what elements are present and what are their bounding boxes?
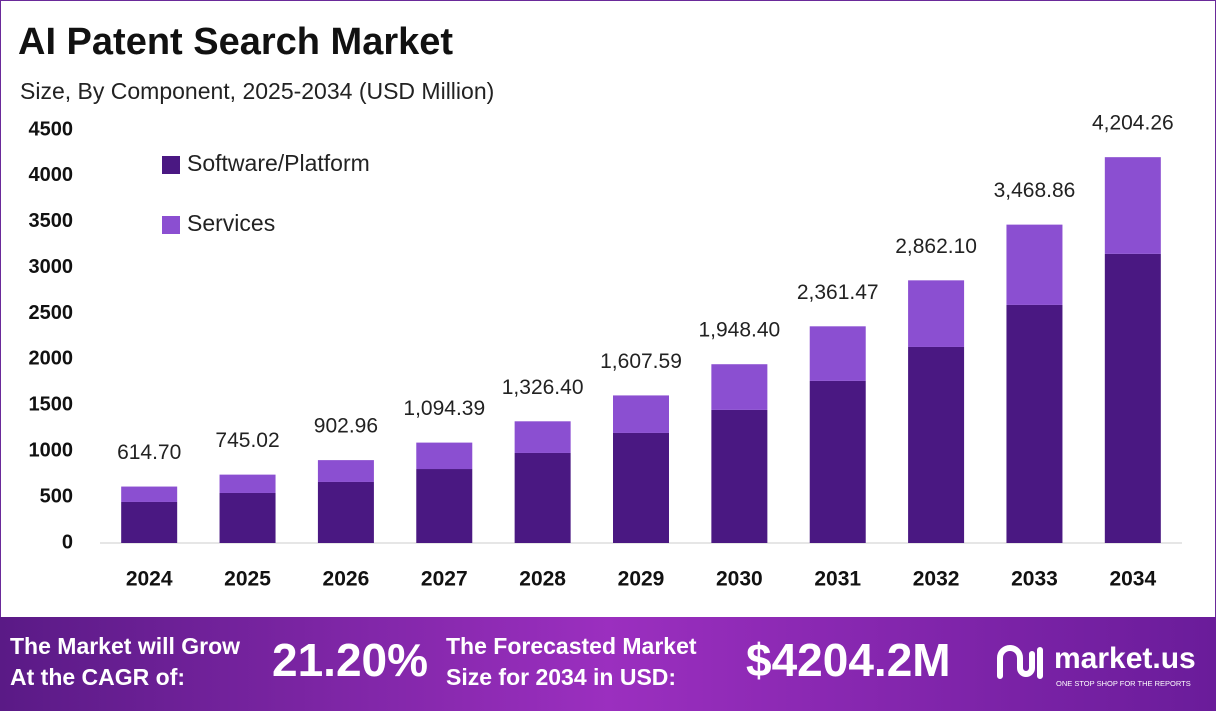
y-tick-label: 1000: [29, 440, 74, 462]
total-label: 1,094.39: [403, 397, 485, 420]
x-tick-label: 2029: [618, 568, 665, 591]
total-label: 1,326.40: [502, 376, 584, 399]
bar-segment: [908, 280, 964, 347]
bar-segment: [810, 381, 866, 543]
x-tick-label: 2031: [814, 568, 861, 591]
y-tick-label: 2000: [29, 348, 74, 370]
bar-segment: [810, 326, 866, 381]
y-tick-label: 3500: [29, 210, 74, 232]
total-label: 4,204.26: [1092, 112, 1174, 135]
x-tick-label: 2028: [519, 568, 566, 591]
bar-segment: [121, 487, 177, 502]
bar-segment: [613, 395, 669, 433]
total-label: 745.02: [215, 429, 279, 452]
total-label: 2,862.10: [895, 235, 977, 258]
bar-segment: [220, 475, 276, 493]
chart-title: AI Patent Search Market: [18, 21, 453, 63]
chart-subtitle: Size, By Component, 2025-2034 (USD Milli…: [20, 78, 494, 104]
y-tick-label: 0: [62, 531, 73, 553]
bar-segment: [416, 469, 472, 543]
total-label: 1,607.59: [600, 350, 682, 373]
y-tick-label: 500: [40, 485, 73, 507]
forecast-value: $4204.2M: [746, 634, 951, 686]
bar-segment: [515, 453, 571, 543]
legend-label: Software/Platform: [187, 150, 370, 176]
x-tick-label: 2034: [1109, 568, 1156, 591]
bar-segment: [1105, 254, 1161, 543]
y-tick-label: 2500: [29, 302, 74, 324]
x-tick-label: 2026: [323, 568, 370, 591]
x-tick-label: 2032: [913, 568, 960, 591]
legend-swatch: [162, 156, 180, 174]
brand-tagline: ONE STOP SHOP FOR THE REPORTS: [1056, 679, 1191, 688]
total-label: 1,948.40: [698, 319, 780, 342]
x-tick-label: 2027: [421, 568, 468, 591]
x-tick-label: 2033: [1011, 568, 1058, 591]
bar-segment: [1006, 305, 1062, 543]
total-label: 614.70: [117, 441, 181, 464]
bar-segment: [515, 421, 571, 453]
brand-name: market.us: [1054, 642, 1196, 675]
cagr-text: At the CAGR of:: [10, 664, 185, 690]
y-tick-label: 4000: [29, 164, 74, 186]
total-label: 3,468.86: [994, 179, 1076, 202]
y-tick-label: 3000: [29, 256, 74, 278]
bar-segment: [318, 460, 374, 482]
bar-segment: [711, 410, 767, 543]
x-tick-label: 2024: [126, 568, 173, 591]
total-label: 902.96: [314, 415, 378, 438]
bar-segment: [908, 347, 964, 543]
forecast-text: The Forecasted Market: [446, 633, 697, 659]
forecast-text: Size for 2034 in USD:: [446, 664, 676, 690]
bar-segment: [318, 482, 374, 543]
bar-segment: [613, 433, 669, 543]
legend-label: Services: [187, 210, 275, 236]
x-tick-label: 2030: [716, 568, 763, 591]
bar-segment: [220, 493, 276, 543]
bar-segment: [121, 502, 177, 543]
cagr-text: The Market will Grow: [10, 633, 240, 659]
y-tick-label: 1500: [29, 394, 74, 416]
x-tick-label: 2025: [224, 568, 271, 591]
cagr-value: 21.20%: [272, 634, 428, 686]
total-label: 2,361.47: [797, 281, 879, 304]
bar-segment: [1006, 225, 1062, 305]
bar-segment: [711, 364, 767, 410]
legend-swatch: [162, 216, 180, 234]
bar-segment: [1105, 157, 1161, 254]
bar-segment: [416, 443, 472, 469]
y-tick-label: 4500: [29, 118, 74, 140]
